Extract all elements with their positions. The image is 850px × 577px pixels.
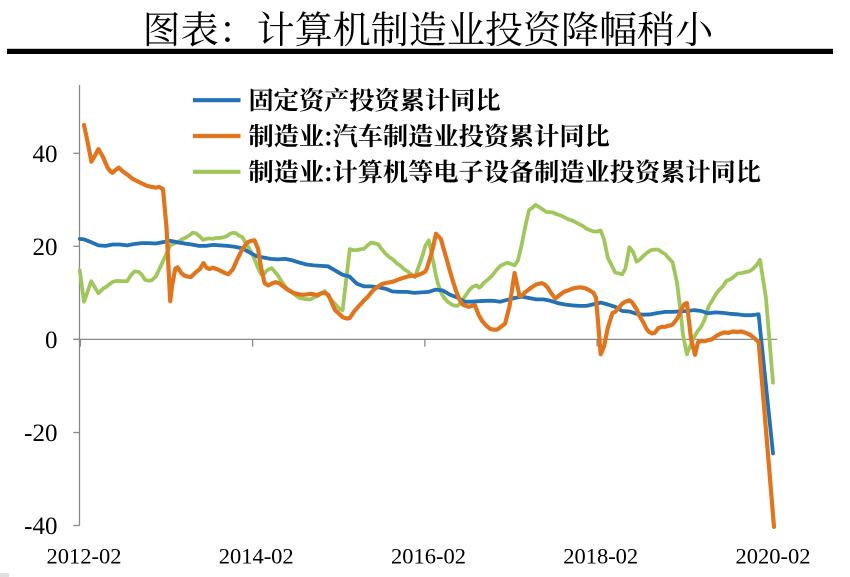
svg-text:20: 20 — [33, 234, 58, 261]
svg-text:-40: -40 — [24, 513, 57, 540]
svg-text:2012-02: 2012-02 — [47, 544, 122, 569]
svg-text:2016-02: 2016-02 — [391, 544, 466, 569]
svg-text:2020-02: 2020-02 — [736, 544, 811, 569]
svg-text:0: 0 — [45, 327, 58, 354]
svg-text:2014-02: 2014-02 — [219, 544, 294, 569]
svg-text:2018-02: 2018-02 — [563, 544, 638, 569]
svg-text:-20: -20 — [24, 420, 57, 447]
svg-text:40: 40 — [33, 141, 58, 168]
